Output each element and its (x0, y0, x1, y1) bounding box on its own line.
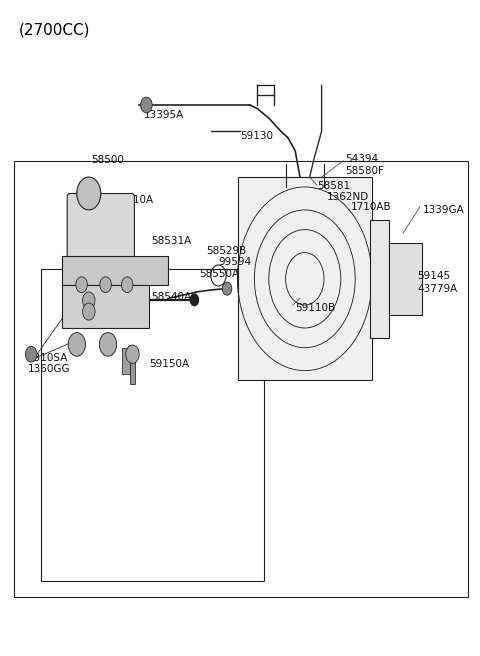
Circle shape (121, 277, 133, 293)
Circle shape (68, 333, 85, 356)
Bar (62, 285, 149, 328)
Circle shape (83, 292, 95, 309)
Bar (389, 243, 422, 315)
Text: 1360GG: 1360GG (27, 363, 70, 374)
Circle shape (126, 345, 139, 363)
Text: 58581: 58581 (317, 181, 350, 192)
Bar (62, 256, 168, 285)
Text: 59110B: 59110B (295, 303, 336, 314)
Circle shape (222, 282, 232, 295)
Bar (41, 269, 264, 581)
Text: 1362ND: 1362ND (326, 192, 369, 202)
Text: 58580F: 58580F (346, 165, 384, 176)
Circle shape (83, 303, 95, 320)
Text: 58672: 58672 (74, 303, 108, 314)
Text: 58550A: 58550A (199, 269, 240, 279)
Text: (2700CC): (2700CC) (19, 23, 91, 38)
Text: 58531A: 58531A (151, 236, 192, 247)
Text: 1710AB: 1710AB (350, 201, 391, 212)
Text: 54394: 54394 (346, 154, 379, 165)
Bar (130, 354, 135, 384)
Text: 58529B: 58529B (206, 245, 247, 256)
Text: 99594: 99594 (218, 257, 252, 268)
Circle shape (77, 177, 101, 210)
Text: 43779A: 43779A (418, 283, 458, 294)
Circle shape (190, 293, 199, 306)
Circle shape (100, 277, 111, 293)
Text: 58500: 58500 (91, 155, 124, 165)
Bar (14, 161, 468, 597)
Bar (370, 220, 389, 338)
Text: 59130: 59130 (240, 131, 273, 141)
Circle shape (141, 97, 152, 113)
Circle shape (76, 277, 87, 293)
Bar (122, 348, 130, 374)
Text: 58672: 58672 (74, 291, 108, 302)
Text: 13395A: 13395A (144, 110, 184, 120)
Bar (238, 177, 372, 380)
Text: 1310SA: 1310SA (27, 352, 68, 363)
Text: 1339GA: 1339GA (422, 205, 464, 215)
Text: 58540A: 58540A (151, 291, 192, 302)
Text: 59145: 59145 (418, 270, 451, 281)
FancyBboxPatch shape (67, 194, 134, 259)
Text: 59150A: 59150A (149, 359, 189, 369)
Circle shape (25, 346, 37, 362)
Circle shape (99, 333, 117, 356)
Text: 58510A: 58510A (113, 195, 153, 205)
